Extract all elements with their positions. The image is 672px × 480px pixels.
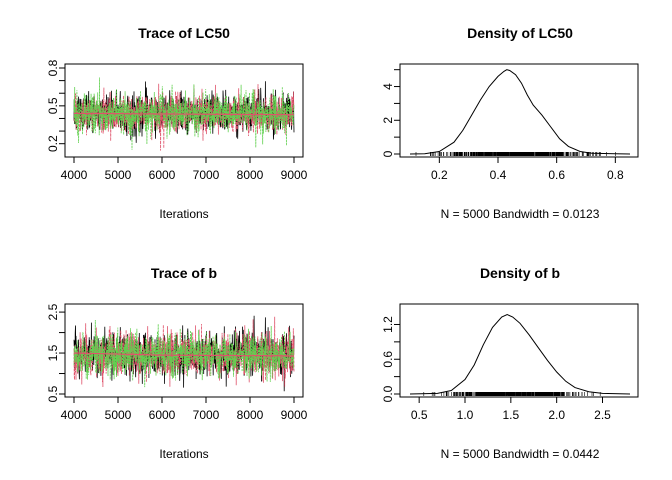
x-tick-label: 8000 [237, 408, 264, 422]
y-tick-label: 1.5 [46, 344, 60, 361]
trace-lc50-title: Trace of LC50 [138, 25, 230, 41]
y-tick-label: 0.2 [46, 135, 60, 152]
density-b-frame [399, 303, 639, 398]
trace-lc50-panel: Trace of LC50 4000 5000 6000 7000 8000 9000 0.… [46, 25, 308, 221]
x-tick-label: 7000 [193, 168, 220, 182]
y-tick-label: 1.2 [381, 316, 395, 333]
density-lc50-frame [399, 63, 639, 158]
density-b-title: Density of b [480, 265, 560, 281]
density-curve [409, 69, 631, 155]
x-tick-label: 7000 [193, 408, 220, 422]
x-tick-label: 0.5 [411, 408, 428, 422]
trace-b-xlabel: Iterations [159, 447, 208, 461]
density-b-axes: 0.5 1.0 1.5 2.0 2.5 0.0 0.6 1.2 [381, 316, 611, 422]
density-rug [415, 152, 616, 156]
x-tick-label: 0.4 [490, 168, 507, 182]
y-tick-label: 0.5 [46, 385, 60, 402]
x-tick-label: 5000 [105, 408, 132, 422]
density-lc50-title: Density of LC50 [467, 25, 573, 41]
density-lc50-panel: Density of LC50 0.2 0.4 0.6 0.8 0 2 4 N = 5000… [381, 25, 639, 221]
y-tick-label: 0.0 [381, 385, 395, 402]
x-tick-label: 6000 [149, 408, 176, 422]
density-b-xlabel: N = 5000 Bandwidth = 0.0442 [441, 447, 600, 461]
density-rug [423, 392, 601, 396]
y-tick-label: 0 [381, 150, 395, 157]
x-tick-label: 9000 [281, 408, 308, 422]
density-curve [409, 314, 631, 395]
trace-b-title: Trace of b [151, 265, 217, 281]
x-tick-label: 2.0 [548, 408, 565, 422]
x-tick-label: 5000 [105, 168, 132, 182]
density-lc50-xlabel: N = 5000 Bandwidth = 0.0123 [441, 207, 600, 221]
y-tick-label: 0.6 [381, 351, 395, 368]
x-tick-label: 8000 [237, 168, 264, 182]
x-tick-label: 4000 [61, 168, 88, 182]
x-tick-label: 2.5 [594, 408, 611, 422]
x-tick-label: 0.8 [607, 168, 624, 182]
trace-lc50-xlabel: Iterations [159, 207, 208, 221]
x-tick-label: 0.6 [548, 168, 565, 182]
density-b-panel: Density of b 0.5 1.0 1.5 2.0 2.5 0.0 0.6 1.2 N … [381, 265, 639, 461]
trace-chain-3 [73, 77, 295, 150]
x-tick-label: 1.0 [457, 408, 474, 422]
y-tick-label: 2.5 [46, 303, 60, 320]
y-tick-label: 0.5 [46, 97, 60, 114]
y-tick-label: 4 [381, 83, 395, 90]
x-tick-label: 9000 [281, 168, 308, 182]
trace-b-axes: 4000 5000 6000 7000 8000 9000 0.5 1.5 2.5 [46, 303, 308, 422]
trace-lc50-plot [73, 77, 295, 151]
trace-lc50-axes: 4000 5000 6000 7000 8000 9000 0.2 0.5 0.8 [46, 59, 308, 182]
trace-chain-3 [73, 319, 295, 388]
trace-smooth-line [73, 352, 295, 357]
trace-b-plot [73, 315, 295, 392]
x-tick-label: 4000 [61, 408, 88, 422]
y-tick-label: 2 [381, 117, 395, 124]
trace-b-panel: Trace of b 4000 5000 6000 7000 8000 9000 0.5 1.… [46, 265, 308, 461]
x-tick-label: 6000 [149, 168, 176, 182]
density-b-plot [409, 314, 631, 396]
y-tick-label: 0.8 [46, 59, 60, 76]
trace-smooth-line [73, 112, 295, 116]
density-lc50-axes: 0.2 0.4 0.6 0.8 0 2 4 [381, 69, 624, 182]
x-tick-label: 1.5 [502, 408, 519, 422]
density-lc50-plot [409, 69, 631, 156]
x-tick-label: 0.2 [431, 168, 448, 182]
